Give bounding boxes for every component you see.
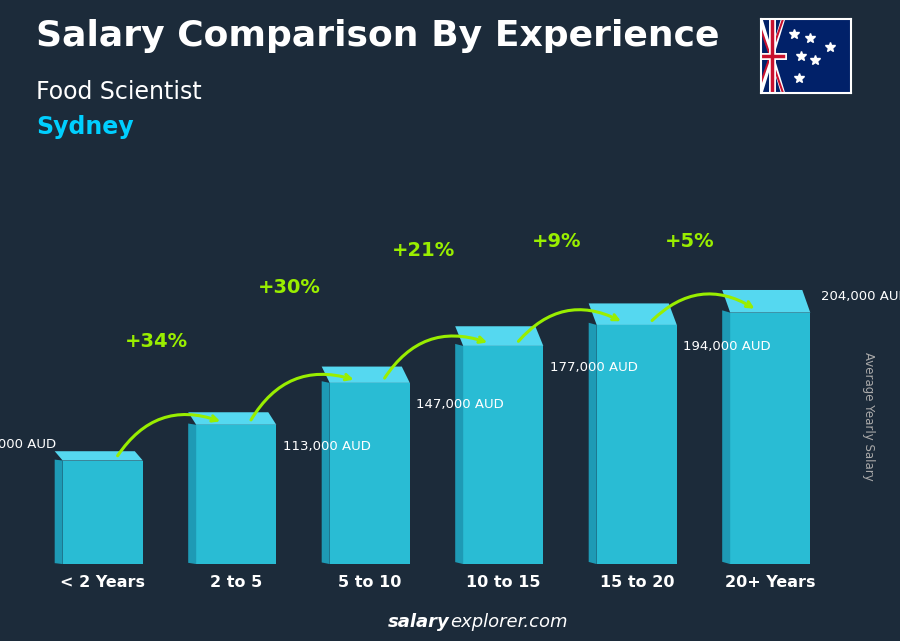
- Polygon shape: [455, 326, 544, 346]
- Text: explorer.com: explorer.com: [450, 613, 568, 631]
- Bar: [730, 313, 810, 564]
- Text: 204,000 AUD: 204,000 AUD: [821, 290, 900, 303]
- Text: +30%: +30%: [258, 278, 321, 297]
- Text: 84,000 AUD: 84,000 AUD: [0, 438, 56, 451]
- Text: +5%: +5%: [665, 232, 715, 251]
- Polygon shape: [455, 344, 464, 564]
- Polygon shape: [55, 460, 63, 564]
- Polygon shape: [321, 381, 329, 564]
- Polygon shape: [589, 303, 677, 325]
- Text: 177,000 AUD: 177,000 AUD: [550, 361, 638, 374]
- Text: +9%: +9%: [532, 232, 581, 251]
- Polygon shape: [188, 424, 196, 564]
- Text: Salary Comparison By Experience: Salary Comparison By Experience: [36, 19, 719, 53]
- Text: 113,000 AUD: 113,000 AUD: [283, 440, 371, 453]
- Bar: [597, 325, 677, 564]
- Bar: [196, 425, 276, 564]
- Bar: [464, 346, 544, 564]
- Polygon shape: [722, 310, 730, 564]
- Text: Sydney: Sydney: [36, 115, 133, 139]
- Bar: [329, 383, 410, 564]
- Text: Average Yearly Salary: Average Yearly Salary: [862, 353, 875, 481]
- Polygon shape: [188, 412, 276, 425]
- Text: +34%: +34%: [124, 332, 188, 351]
- Polygon shape: [589, 323, 597, 564]
- Text: Food Scientist: Food Scientist: [36, 80, 202, 104]
- Text: salary: salary: [388, 613, 450, 631]
- Bar: [63, 460, 143, 564]
- Polygon shape: [321, 367, 410, 383]
- Polygon shape: [722, 290, 810, 313]
- Polygon shape: [55, 451, 143, 460]
- Text: 194,000 AUD: 194,000 AUD: [683, 340, 771, 353]
- Text: 147,000 AUD: 147,000 AUD: [417, 397, 504, 411]
- Text: +21%: +21%: [392, 240, 454, 260]
